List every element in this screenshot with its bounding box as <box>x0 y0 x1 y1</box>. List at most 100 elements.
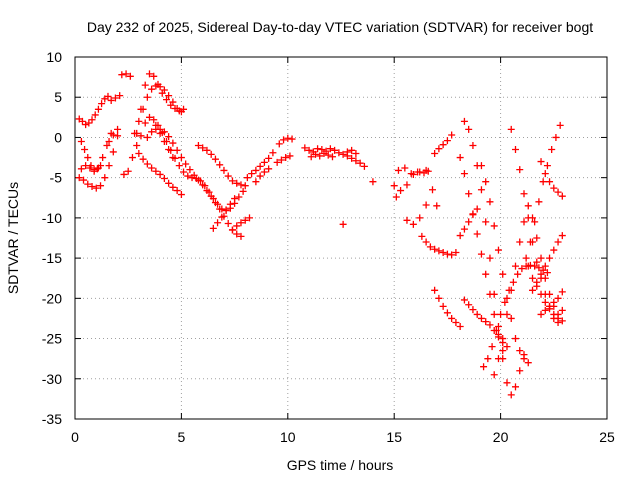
data-point <box>511 383 519 391</box>
data-point <box>543 162 551 170</box>
data-point <box>516 367 524 375</box>
series-arc10 <box>143 125 245 240</box>
plot-frame <box>74 56 608 420</box>
data-point <box>252 166 260 174</box>
data-point <box>133 141 141 149</box>
data-point <box>91 111 99 119</box>
data-point <box>520 190 528 198</box>
data-point <box>220 166 228 174</box>
x-tick-label: 5 <box>178 429 186 445</box>
data-point <box>477 314 485 322</box>
series-arc11 <box>135 150 185 199</box>
data-point <box>260 168 268 176</box>
data-point <box>150 116 158 124</box>
data-point <box>90 166 98 174</box>
data-point <box>507 314 515 322</box>
y-tick-label: -25 <box>42 331 62 347</box>
data-point <box>316 152 324 160</box>
data-point <box>207 150 215 158</box>
data-point <box>216 205 224 213</box>
data-point <box>507 391 515 399</box>
y-tick-label: -20 <box>42 290 62 306</box>
series-arc20 <box>301 144 360 158</box>
data-point <box>503 294 511 302</box>
data-point <box>175 162 183 170</box>
data-point <box>269 149 277 157</box>
data-point <box>448 131 456 139</box>
data-point <box>286 152 294 160</box>
data-point <box>139 155 147 163</box>
data-point <box>537 270 545 278</box>
series-arc18 <box>275 134 296 148</box>
data-point <box>490 222 498 230</box>
data-point <box>469 210 477 218</box>
data-point <box>173 187 181 195</box>
data-point <box>237 232 245 240</box>
data-point <box>324 151 332 159</box>
data-point <box>531 218 539 226</box>
series-arc17 <box>252 165 273 186</box>
data-point <box>477 250 485 258</box>
data-point <box>516 238 524 246</box>
data-point <box>516 347 524 355</box>
series-arc27 <box>418 232 460 259</box>
data-point <box>524 359 532 367</box>
data-point <box>529 286 537 294</box>
data-point <box>465 125 473 133</box>
data-point <box>520 355 528 363</box>
data-point <box>148 164 156 172</box>
data-point <box>494 322 502 330</box>
data-point <box>326 145 334 153</box>
data-point <box>520 218 528 226</box>
data-point <box>97 182 105 190</box>
series-arc32 <box>460 296 511 351</box>
data-point <box>203 187 211 195</box>
data-point <box>539 178 547 186</box>
data-point <box>305 146 313 154</box>
data-point <box>148 85 156 93</box>
data-point <box>494 333 502 341</box>
data-point <box>511 262 519 270</box>
data-point <box>211 199 219 207</box>
data-point <box>473 310 481 318</box>
x-tick-label: 25 <box>599 429 615 445</box>
data-point <box>143 133 151 141</box>
data-point <box>77 137 85 145</box>
data-point <box>431 150 439 158</box>
data-point <box>128 154 136 162</box>
data-point <box>78 117 86 125</box>
data-point <box>203 146 211 154</box>
series-arc21 <box>307 150 336 161</box>
data-point <box>307 153 315 161</box>
series-arc19 <box>273 152 294 166</box>
data-point <box>301 144 309 152</box>
data-point <box>482 218 490 226</box>
data-point <box>122 70 130 78</box>
data-point <box>439 248 447 256</box>
data-point <box>81 146 89 154</box>
data-point <box>145 113 153 121</box>
data-point <box>275 140 283 148</box>
data-point <box>473 205 481 213</box>
data-point <box>460 117 468 125</box>
data-point <box>156 83 164 91</box>
data-point <box>156 170 164 178</box>
data-point <box>360 162 368 170</box>
data-point <box>311 150 319 158</box>
data-point <box>482 270 490 278</box>
data-point <box>137 132 145 140</box>
y-tick-label: -35 <box>42 411 62 427</box>
data-point <box>503 343 511 351</box>
data-point <box>165 133 173 141</box>
data-point <box>422 201 430 209</box>
data-point <box>103 141 111 149</box>
data-point <box>235 193 243 201</box>
data-point <box>152 121 160 129</box>
data-point <box>518 265 526 273</box>
data-point <box>111 94 119 102</box>
data-point <box>120 170 128 178</box>
data-point <box>241 216 249 224</box>
data-point <box>75 174 83 182</box>
x-tick-label: 0 <box>71 429 79 445</box>
y-tick-label: -30 <box>42 371 62 387</box>
